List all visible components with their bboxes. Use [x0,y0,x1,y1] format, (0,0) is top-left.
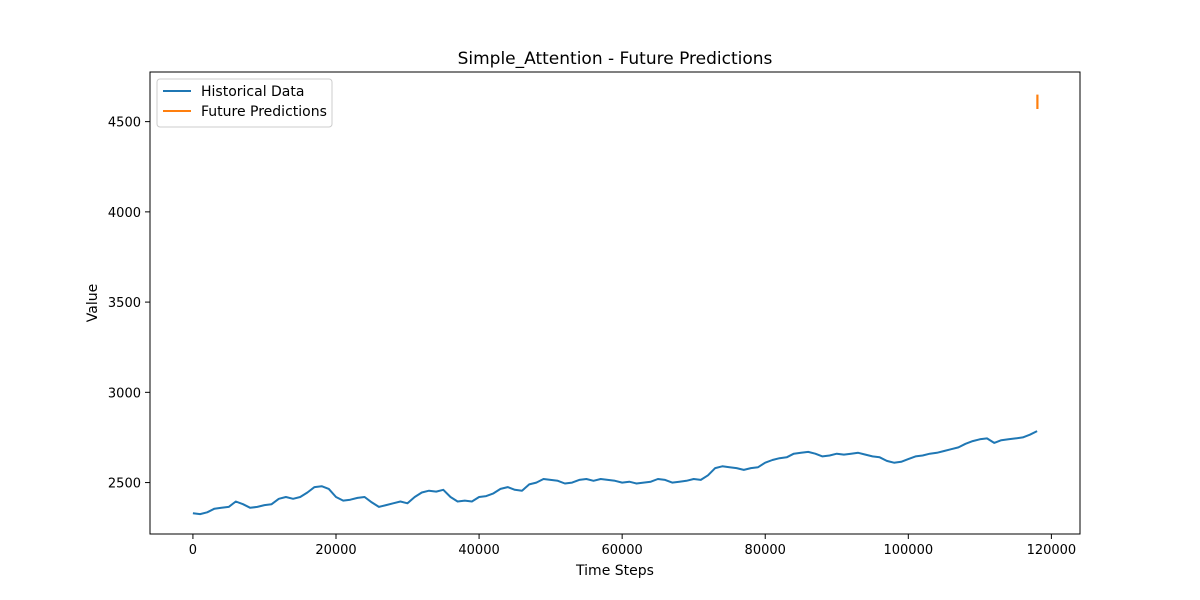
legend-box [156,78,333,128]
chart-title: Simple_Attention - Future Predictions [458,49,773,69]
series-layer [192,94,1039,516]
x-tick-label: 60000 [601,543,642,558]
y-tick-label: 2500 [108,477,141,492]
y-tick-label: 3000 [108,386,141,401]
y-axis-label: Value [85,284,101,322]
legend-label-future: Future Predictions [201,104,327,120]
y-tick-label: 4000 [108,206,141,221]
y-tick-label: 3500 [108,296,141,311]
x-tick-label: 20000 [315,543,356,558]
x-tick-label: 100000 [883,543,933,558]
y-tick-label: 4500 [108,116,141,131]
x-tick-label: 40000 [458,543,499,558]
legend-label-historical: Historical Data [201,84,304,100]
x-tick-label: 120000 [1027,543,1077,558]
y-axis-ticks: 2500 3000 3500 4000 4500 [108,116,150,492]
x-axis-ticks: 0 20000 40000 60000 80000 100000 120000 [189,534,1076,558]
series-line-historical [192,430,1038,516]
x-axis-label: Time Steps [575,563,654,579]
x-tick-label: 0 [189,543,197,558]
x-tick-label: 80000 [745,543,786,558]
plot-frame [149,71,1081,535]
legend: Historical Data Future Predictions [156,78,333,128]
